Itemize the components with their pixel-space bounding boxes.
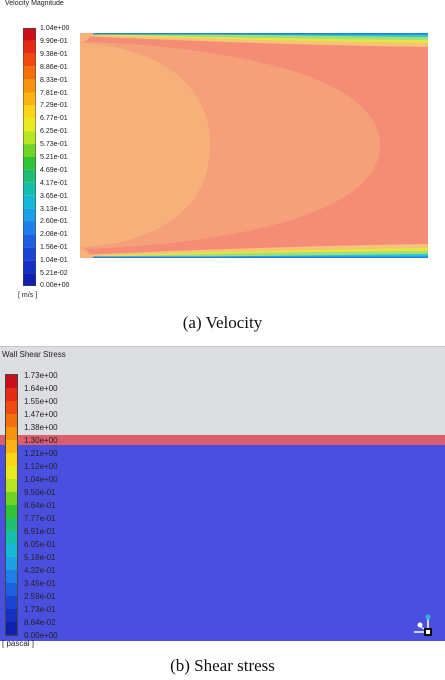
shear-tick-label: 1.73e+00: [24, 371, 58, 380]
shear-tick-label: 1.30e+00: [24, 436, 58, 445]
velocity-tick-label: 2.08e-01: [40, 231, 68, 238]
shear-tick-label: 1.04e+00: [24, 475, 58, 484]
shear-tick-label: 1.73e-01: [24, 605, 56, 614]
shear-tick-label: 9.50e-01: [24, 488, 56, 497]
velocity-tick-label: 9.90e-01: [40, 38, 68, 45]
velocity-tick-label: 0.00e+00: [40, 282, 70, 289]
velocity-tick-label: 3.13e-01: [40, 206, 68, 213]
velocity-tick-label: 6.77e-01: [40, 115, 68, 122]
velocity-tick-label: 8.86e-01: [40, 64, 68, 71]
shear-tick-label: 1.12e+00: [24, 462, 58, 471]
shear-tick-label: 5.18e-01: [24, 553, 56, 562]
shear-unit-label: [ pascal ]: [2, 639, 35, 648]
velocity-tick-label: 1.04e-01: [40, 257, 68, 264]
shear-tick-label: 1.21e+00: [24, 449, 58, 458]
shear-stress-panel: Wall Shear Stress: [0, 346, 445, 641]
velocity-tick-label: 4.17e-01: [40, 180, 68, 187]
shear-tick-label: 2.59e-01: [24, 592, 56, 601]
shear-tick-label: 7.77e-01: [24, 514, 56, 523]
shear-tick-label: 1.47e+00: [24, 410, 58, 419]
axis-triad-icon: [404, 612, 438, 640]
velocity-tick-label: 1.04e+00: [40, 25, 70, 32]
velocity-tick-label: 7.81e-01: [40, 90, 68, 97]
velocity-tick-label: 9.38e-01: [40, 51, 68, 58]
velocity-tick-label: 6.25e-01: [40, 128, 68, 135]
velocity-legend-title: Velocity Magnitude: [5, 0, 64, 7]
velocity-tick-label: 5.21e-01: [40, 154, 68, 161]
shear-tick-label: 1.64e+00: [24, 384, 58, 393]
velocity-tick-label: 2.60e-01: [40, 218, 68, 225]
velocity-caption: (a) Velocity: [182, 313, 263, 332]
velocity-tick-label: 5.21e-02: [40, 270, 68, 277]
velocity-tick-label: 5.73e-01: [40, 141, 68, 148]
velocity-panel: Velocity Magnitude 1.04e+00 9.9: [0, 0, 445, 300]
shear-tick-label: 3.45e-01: [24, 579, 56, 588]
shear-wall-band: [0, 435, 445, 445]
shear-tick-label: 8.64e-02: [24, 618, 56, 627]
shear-tick-label: 4.32e-01: [24, 566, 56, 575]
shear-tick-label: 6.05e-01: [24, 540, 56, 549]
velocity-tick-label: 7.29e-01: [40, 102, 68, 109]
velocity-tick-label: 4.69e-01: [40, 167, 68, 174]
shear-tick-label: 0.00e+00: [24, 631, 58, 640]
shear-colorbar: [5, 374, 18, 636]
velocity-colorbar: [22, 27, 37, 287]
velocity-tick-label: 3.65e-01: [40, 193, 68, 200]
shear-field-body: [0, 435, 445, 641]
shear-tick-label: 1.38e+00: [24, 423, 58, 432]
shear-legend-title: Wall Shear Stress: [2, 350, 66, 359]
velocity-contour-field: [80, 33, 428, 258]
shear-tick-label: 6.91e-01: [24, 527, 56, 536]
shear-tick-label: 8.64e-01: [24, 501, 56, 510]
shear-tick-label: 1.55e+00: [24, 397, 58, 406]
velocity-unit-label: [ m/s ]: [18, 292, 38, 299]
velocity-tick-label: 8.33e-01: [40, 77, 68, 84]
shear-caption: (b) Shear stress: [170, 656, 275, 675]
velocity-tick-label: 1.56e-01: [40, 244, 68, 251]
